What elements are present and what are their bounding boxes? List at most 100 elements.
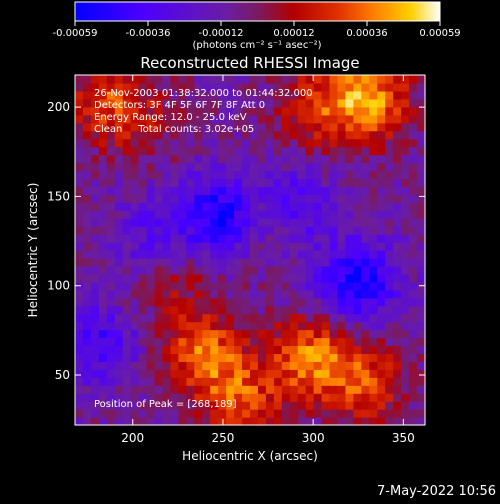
heatmap-cell bbox=[210, 257, 219, 267]
heatmap-cell bbox=[250, 385, 259, 394]
heatmap-cell bbox=[353, 329, 362, 339]
heatmap-cell bbox=[75, 154, 84, 164]
heatmap-cell bbox=[218, 385, 227, 394]
heatmap-cell bbox=[234, 162, 243, 172]
heatmap-cell bbox=[226, 170, 235, 180]
heatmap-cell bbox=[337, 361, 347, 370]
heatmap-cell bbox=[265, 242, 275, 251]
heatmap-cell bbox=[297, 210, 307, 219]
heatmap-cell bbox=[353, 369, 362, 378]
heatmap-cell bbox=[242, 321, 251, 331]
heatmap-cell bbox=[226, 313, 235, 323]
heatmap-cell bbox=[409, 75, 418, 84]
heatmap-cell bbox=[178, 170, 187, 180]
heatmap-cell bbox=[202, 226, 211, 235]
heatmap-cell bbox=[210, 98, 219, 108]
heatmap-cell bbox=[154, 114, 164, 124]
heatmap-cell bbox=[409, 321, 418, 331]
heatmap-cell bbox=[234, 377, 243, 386]
heatmap-cell bbox=[178, 194, 187, 203]
heatmap-cell bbox=[409, 417, 418, 426]
heatmap-cell bbox=[218, 138, 227, 148]
heatmap-cell bbox=[297, 114, 307, 124]
heatmap-cell bbox=[210, 250, 219, 259]
heatmap-cell bbox=[194, 353, 203, 362]
heatmap-cell bbox=[281, 226, 291, 235]
heatmap-cell bbox=[353, 305, 362, 315]
heatmap-cell bbox=[361, 345, 370, 355]
heatmap-cell bbox=[122, 154, 132, 164]
heatmap-cell bbox=[194, 297, 203, 307]
heatmap-cell bbox=[82, 273, 92, 283]
heatmap-cell bbox=[265, 281, 275, 291]
heatmap-cell bbox=[210, 202, 219, 211]
heatmap-cell bbox=[202, 114, 211, 124]
heatmap-cell bbox=[218, 98, 227, 108]
heatmap-cell bbox=[369, 250, 378, 259]
heatmap-cell bbox=[75, 82, 84, 92]
heatmap-cell bbox=[337, 90, 347, 100]
heatmap-cell bbox=[226, 194, 235, 203]
heatmap-cell bbox=[98, 257, 108, 267]
heatmap-cell bbox=[329, 98, 339, 108]
heatmap-cell bbox=[194, 329, 203, 339]
heatmap-cell bbox=[353, 114, 362, 124]
heatmap-cell bbox=[75, 250, 84, 259]
heatmap-cell bbox=[170, 305, 180, 315]
heatmap-cell bbox=[385, 154, 394, 164]
heatmap-cell bbox=[305, 98, 315, 108]
heatmap-cell bbox=[361, 329, 370, 339]
heatmap-cell bbox=[226, 82, 235, 92]
heatmap-cell bbox=[162, 122, 172, 132]
heatmap-cell bbox=[257, 234, 267, 243]
heatmap-cell bbox=[401, 409, 410, 418]
heatmap-cell bbox=[321, 138, 331, 148]
heatmap-cell bbox=[242, 210, 251, 219]
heatmap-cell bbox=[377, 162, 386, 172]
heatmap-cell bbox=[297, 242, 307, 251]
heatmap-cell bbox=[313, 289, 323, 299]
heatmap-cell bbox=[281, 130, 291, 140]
colorbar-label: (photons cm⁻² s⁻¹ asec⁻²) bbox=[192, 40, 321, 51]
heatmap-cell bbox=[305, 329, 315, 339]
heatmap-cell bbox=[194, 345, 203, 355]
heatmap-cell bbox=[202, 401, 211, 410]
heatmap-cell bbox=[146, 369, 156, 378]
heatmap-cell bbox=[273, 114, 283, 124]
heatmap-cell bbox=[273, 409, 283, 418]
heatmap-cell bbox=[210, 305, 219, 315]
heatmap-cell bbox=[114, 305, 124, 315]
heatmap-cell bbox=[297, 393, 307, 402]
heatmap-cell bbox=[417, 273, 426, 283]
heatmap-cell bbox=[361, 210, 370, 219]
heatmap-cell bbox=[106, 226, 116, 235]
heatmap-cell bbox=[138, 361, 148, 370]
heatmap-cell bbox=[234, 130, 243, 140]
heatmap-cell bbox=[329, 409, 339, 418]
heatmap-cell bbox=[194, 98, 203, 108]
heatmap-cell bbox=[281, 114, 291, 124]
heatmap-cell bbox=[242, 106, 251, 116]
heatmap-cell bbox=[417, 242, 426, 251]
heatmap-cell bbox=[218, 194, 227, 203]
heatmap-cell bbox=[186, 202, 195, 211]
heatmap-cell bbox=[162, 98, 172, 108]
heatmap-cell bbox=[385, 82, 394, 92]
heatmap-cell bbox=[393, 361, 402, 370]
heatmap-cell bbox=[305, 417, 315, 426]
heatmap-cell bbox=[273, 178, 283, 187]
heatmap-cell bbox=[106, 146, 116, 156]
heatmap-cell bbox=[202, 98, 211, 108]
heatmap-cell bbox=[409, 154, 418, 164]
heatmap-cell bbox=[82, 257, 92, 267]
heatmap-cell bbox=[337, 106, 347, 116]
heatmap-cell bbox=[218, 401, 227, 410]
heatmap-cell bbox=[106, 265, 116, 275]
heatmap-cell bbox=[281, 337, 291, 347]
heatmap-cell bbox=[226, 297, 235, 307]
heatmap-cell bbox=[345, 401, 355, 410]
heatmap-cell bbox=[305, 313, 315, 323]
heatmap-cell bbox=[234, 146, 243, 156]
heatmap-cell bbox=[130, 234, 140, 243]
heatmap-cell bbox=[130, 75, 140, 84]
